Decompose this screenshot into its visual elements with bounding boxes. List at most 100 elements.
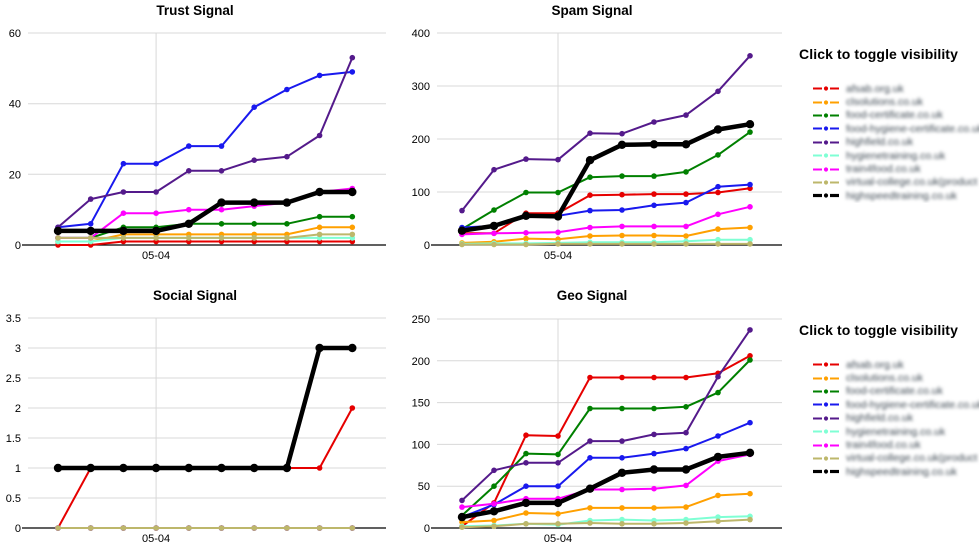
legend-item-label: hygienetraining.co.uk [846, 425, 946, 438]
legend-swatch-icon [813, 126, 839, 131]
chart-title: Social Signal [153, 288, 237, 303]
series-line-food-certificate-co-uk [461, 131, 751, 230]
legend-title: Click to toggle visibility [799, 46, 958, 62]
legend-item-food-hygiene-certificate-co-uk[interactable]: food-hygiene-certificate.co.uk [813, 398, 979, 411]
legend-items: afsab.org.uk clsolutions.co.uk food-certif… [813, 82, 979, 203]
legend-item-label: afsab.org.uk [846, 358, 904, 371]
series-line-train4food-co-uk [461, 453, 751, 509]
series-line-clsolutions-co-uk [461, 226, 751, 244]
legend-item-train4food-co-uk[interactable]: train4food.co.uk [813, 162, 979, 175]
chart-spam-signal: 0 100 200 300 400 05-04 Spam Signal [395, 0, 787, 272]
series-line-highfield-co-uk [57, 57, 354, 229]
series-markers-food-certificate-co-uk [459, 357, 753, 519]
chart-social-signal: 0 0.5 1 1.5 2 2.5 3 3.5 05-04 Social Signal [0, 283, 392, 556]
legend-item-highspeedtraining-co-uk[interactable]: highspeedtraining.co.uk [813, 189, 979, 202]
y-tick-label: 0 [15, 523, 21, 535]
chart-svg-trust-signal: 0 20 40 60 05-04 Trust Signal [9, 3, 386, 262]
legend-swatch-icon [813, 140, 839, 145]
legend-bottom: Click to toggle visibility afsab.org.uk c… [795, 322, 979, 479]
y-tick-label: 100 [412, 187, 430, 199]
legend-item-label: clsolutions.co.uk [846, 372, 924, 385]
y-tick-label: 0 [424, 240, 430, 252]
legend-item-label: hygienetraining.co.uk [846, 149, 946, 162]
y-tick-label: 200 [412, 356, 430, 368]
legend-item-food-certificate-co-uk[interactable]: food-certificate.co.uk [813, 385, 979, 398]
series-markers-virtual-college-co-uk-product [459, 516, 753, 530]
chart-svg-spam-signal: 0 100 200 300 400 05-04 Spam Signal [412, 3, 782, 262]
y-tick-label: 150 [412, 398, 430, 410]
series-markers-highspeedtraining-co-uk [53, 187, 357, 236]
legend-item-virtual-college-co-uk-product[interactable]: virtual-college.co.uk(product [813, 176, 979, 189]
legend-item-label: food-hygiene-certificate.co.uk [846, 398, 979, 411]
series-line-highfield-co-uk [461, 55, 751, 212]
y-tick-label: 0 [424, 523, 430, 535]
y-tick-label: 400 [412, 28, 430, 40]
legend-item-food-hygiene-certificate-co-uk[interactable]: food-hygiene-certificate.co.uk [813, 122, 979, 135]
y-tick-label: 0 [15, 240, 21, 252]
series-line-highspeedtraining-co-uk [58, 189, 353, 234]
legend-item-food-certificate-co-uk[interactable]: food-certificate.co.uk [813, 109, 979, 122]
series-line-food-certificate-co-uk [461, 359, 751, 517]
series-markers-virtual-college-co-uk-product [459, 241, 753, 248]
legend-swatch-icon [813, 429, 839, 434]
y-tick-label: 100 [412, 439, 430, 451]
legend-item-highfield-co-uk[interactable]: highfield.co.uk [813, 136, 979, 149]
series-markers-highspeedtraining-co-uk [457, 120, 755, 235]
chart-svg-social-signal: 0 0.5 1 1.5 2 2.5 3 3.5 05-04 Social Signal [6, 288, 386, 545]
series-line-afsab-org-uk [58, 240, 353, 246]
y-tick-label: 250 [412, 314, 430, 326]
legend-item-hygienetraining-co-uk[interactable]: hygienetraining.co.uk [813, 149, 979, 162]
series-line-food-hygiene-certificate-co-uk [57, 70, 353, 229]
legend-item-highfield-co-uk[interactable]: highfield.co.uk [813, 412, 979, 425]
legend-swatch-icon [813, 86, 839, 91]
series-line-train4food-co-uk [461, 205, 751, 236]
y-tick-label: 200 [412, 134, 430, 146]
series-line-hygienetraining-co-uk [461, 238, 750, 245]
x-tick-label: 05-04 [544, 250, 572, 262]
series-line-virtual-college-co-uk-product [462, 242, 750, 246]
legend-item-label: food-hygiene-certificate.co.uk [846, 122, 979, 135]
series-markers-highspeedtraining-co-uk [457, 448, 755, 522]
legend-item-label: highspeedtraining.co.uk [846, 465, 957, 478]
legend-item-label: food-certificate.co.uk [846, 385, 943, 398]
legend-item-train4food-co-uk[interactable]: train4food.co.uk [813, 438, 979, 451]
y-tick-label: 20 [9, 169, 21, 181]
legend-swatch-icon [813, 113, 839, 118]
y-tick-label: 2.5 [6, 373, 21, 385]
legend-title: Click to toggle visibility [799, 322, 958, 338]
y-tick-label: 1 [15, 463, 21, 475]
legend-swatch-icon [813, 389, 839, 394]
legend-item-highspeedtraining-co-uk[interactable]: highspeedtraining.co.uk [813, 465, 979, 478]
legend-swatch-icon [813, 442, 839, 448]
series-line-afsab-org-uk [462, 187, 751, 235]
legend-item-label: train4food.co.uk [846, 439, 921, 452]
y-tick-label: 300 [412, 81, 430, 93]
y-tick-label: 3.5 [6, 313, 21, 325]
legend-item-label: highfield.co.uk [846, 412, 914, 425]
x-tick-label: 05-04 [142, 533, 170, 545]
series-line-virtual-college-co-uk-product [461, 518, 751, 529]
x-tick-label: 05-04 [544, 533, 572, 545]
series-line-clsolutions-co-uk [461, 492, 751, 524]
legend-item-hygienetraining-co-uk[interactable]: hygienetraining.co.uk [813, 425, 979, 438]
legend-item-afsab-org-uk[interactable]: afsab.org.uk [813, 358, 979, 371]
legend-item-label: clsolutions.co.uk [846, 96, 924, 109]
series-line-highspeedtraining-co-uk [58, 345, 353, 471]
legend-item-label: virtual-college.co.uk(product [846, 176, 978, 189]
legend-swatch-icon [813, 456, 839, 461]
series-line-highspeedtraining-co-uk [461, 450, 751, 520]
legend-item-clsolutions-co-uk[interactable]: clsolutions.co.uk [813, 95, 979, 108]
legend-item-virtual-college-co-uk-product[interactable]: virtual-college.co.uk(product [813, 452, 979, 465]
y-tick-label: 3 [15, 343, 21, 355]
legend-swatch-icon [813, 180, 839, 185]
legend-item-clsolutions-co-uk[interactable]: clsolutions.co.uk [813, 371, 979, 384]
legend-swatch-icon [813, 166, 839, 172]
legend-top: Click to toggle visibility afsab.org.uk c… [795, 46, 979, 203]
legend-item-label: train4food.co.uk [846, 163, 921, 176]
x-tick-label: 05-04 [142, 250, 170, 262]
legend-item-afsab-org-uk[interactable]: afsab.org.uk [813, 82, 979, 95]
legend-swatch-icon [813, 362, 839, 367]
chart-geo-signal: 0 50 100 150 200 250 05-04 Geo Signal [395, 283, 787, 556]
legend-swatch-icon [813, 416, 839, 421]
